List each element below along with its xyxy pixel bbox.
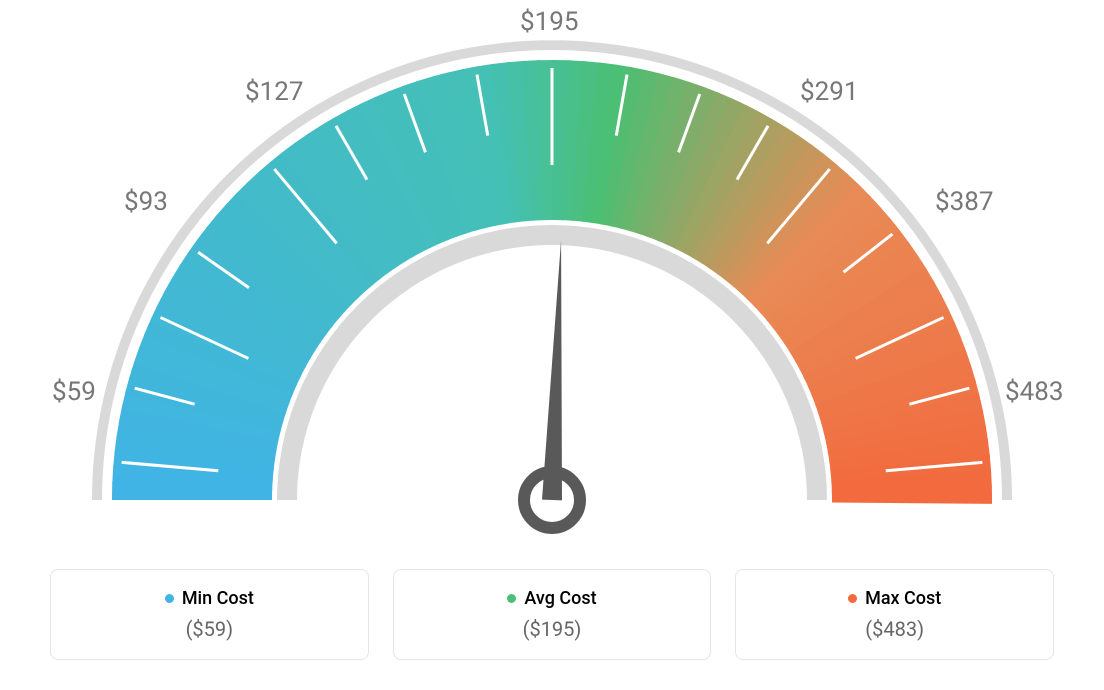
legend-row: Min Cost ($59) Avg Cost ($195) Max Cost … (50, 569, 1054, 660)
avg-cost-label: Avg Cost (524, 588, 596, 609)
min-cost-value: ($59) (71, 617, 348, 641)
cost-gauge: $59 $93 $127 $195 $291 $387 $483 (0, 0, 1104, 540)
avg-cost-value: ($195) (414, 617, 691, 641)
min-cost-title: Min Cost (165, 588, 254, 609)
min-dot-icon (165, 594, 174, 603)
svg-text:$127: $127 (245, 77, 303, 107)
svg-text:$387: $387 (935, 187, 993, 217)
max-cost-label: Max Cost (865, 588, 941, 609)
svg-text:$59: $59 (52, 377, 96, 407)
svg-text:$483: $483 (1005, 377, 1063, 407)
max-cost-value: ($483) (756, 617, 1033, 641)
min-cost-card: Min Cost ($59) (50, 569, 369, 660)
max-dot-icon (848, 594, 857, 603)
avg-dot-icon (507, 594, 516, 603)
avg-cost-card: Avg Cost ($195) (393, 569, 712, 660)
svg-text:$93: $93 (124, 187, 168, 217)
max-cost-card: Max Cost ($483) (735, 569, 1054, 660)
avg-cost-title: Avg Cost (507, 588, 596, 609)
svg-text:$291: $291 (800, 77, 858, 107)
min-cost-label: Min Cost (182, 588, 254, 609)
svg-text:$195: $195 (520, 7, 578, 37)
gauge-svg: $59 $93 $127 $195 $291 $387 $483 (0, 0, 1104, 540)
max-cost-title: Max Cost (848, 588, 941, 609)
